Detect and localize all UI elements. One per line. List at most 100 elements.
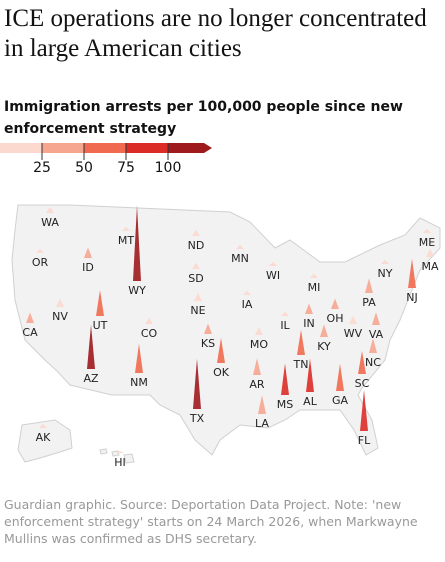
state-label: MS [277, 398, 293, 411]
legend-swatch [84, 143, 126, 153]
legend-label: 25 [33, 160, 51, 176]
map: 25 50 75 100 WA OR CA NV ID MT WY UT CO AZ NM TX ND SD NE… [0, 143, 441, 469]
spike [204, 323, 212, 334]
state-label: HI [114, 456, 126, 469]
spike [349, 315, 357, 324]
spike [258, 395, 266, 414]
state-label: WA [41, 216, 59, 229]
spike [116, 450, 124, 453]
state-label: OH [327, 312, 344, 325]
state-label: MO [250, 338, 268, 351]
state-label: KS [201, 337, 215, 350]
legend-label: 75 [117, 160, 135, 176]
spike [320, 324, 328, 337]
spike [243, 290, 251, 295]
legend-swatch [168, 143, 212, 153]
state-label: OK [213, 366, 230, 379]
spike [360, 389, 368, 431]
state-label: UT [93, 319, 108, 332]
spike [253, 358, 261, 375]
state-label: NV [52, 310, 68, 323]
spike [192, 229, 200, 236]
state-label: NE [190, 304, 205, 317]
state-label: AZ [83, 372, 99, 385]
spike [331, 298, 339, 309]
state-label: SD [188, 272, 203, 285]
state-label: MI [308, 281, 321, 294]
legend: 25 50 75 100 [0, 143, 212, 176]
state-label: MT [118, 234, 134, 247]
spike [192, 262, 200, 269]
subtitle: Immigration arrests per 100,000 people s… [4, 99, 403, 137]
hawaii-outline [99, 448, 135, 464]
spike [193, 358, 201, 409]
state-label: PA [362, 296, 376, 309]
spike [87, 324, 95, 369]
spike [236, 244, 244, 249]
state-label: VA [369, 328, 384, 341]
state-label: WV [344, 327, 363, 340]
spike [426, 248, 434, 257]
spike [96, 289, 104, 316]
state-label: CA [22, 326, 38, 339]
spike [217, 337, 225, 363]
spike [39, 423, 47, 428]
state-label: CO [141, 327, 158, 340]
state-label: GA [332, 394, 349, 407]
spike [306, 358, 314, 392]
legend-swatch [0, 143, 42, 153]
spike [297, 329, 305, 355]
state-label: TX [189, 412, 205, 425]
spike [26, 312, 34, 323]
state-label: AK [36, 431, 52, 444]
state-label: IA [242, 298, 253, 311]
state-label: ME [419, 236, 435, 249]
state-label: NM [130, 376, 148, 389]
title: ICE operations are no longer concentrate… [4, 5, 427, 62]
spike [310, 273, 318, 278]
spikes: WA OR CA NV ID MT WY UT CO AZ NM TX ND SD NE KS OK MN IA MO… [22, 205, 439, 469]
state-label: LA [255, 417, 269, 430]
state-label: WI [266, 269, 280, 282]
spike [84, 247, 92, 258]
spike [408, 258, 416, 288]
us-outline [11, 204, 441, 456]
legend-swatch [126, 143, 168, 153]
source-note: Guardian graphic. Source: Deportation Da… [4, 497, 418, 546]
spike [133, 205, 141, 281]
spike [56, 298, 64, 307]
legend-swatch [42, 143, 84, 153]
state-label: ID [82, 261, 94, 274]
spike [269, 261, 277, 266]
spike [194, 292, 202, 301]
spike [46, 206, 54, 213]
state-label: FL [358, 434, 371, 447]
spike [358, 350, 366, 374]
state-label: MA [421, 260, 438, 273]
state-label: KY [317, 340, 331, 353]
state-label: AL [303, 395, 318, 408]
spike [122, 226, 130, 231]
alaska-outline [17, 419, 73, 463]
state-label: NC [365, 356, 381, 369]
state-label: NY [378, 267, 393, 280]
state-label: IL [280, 319, 290, 332]
spike [372, 312, 380, 325]
spike [281, 311, 289, 316]
state-label: OR [32, 256, 49, 269]
state-label: AR [249, 378, 265, 391]
spike [365, 278, 373, 293]
spike [145, 317, 153, 324]
state-label: ND [188, 239, 205, 252]
state-label: IN [303, 317, 314, 330]
spike [135, 343, 143, 373]
spike [255, 326, 263, 335]
spike [423, 228, 431, 233]
spike [336, 363, 344, 391]
state-label: MN [231, 252, 249, 265]
spike [281, 363, 289, 395]
state-label: SC [355, 377, 370, 390]
spike [381, 259, 389, 264]
legend-label: 50 [75, 160, 93, 176]
